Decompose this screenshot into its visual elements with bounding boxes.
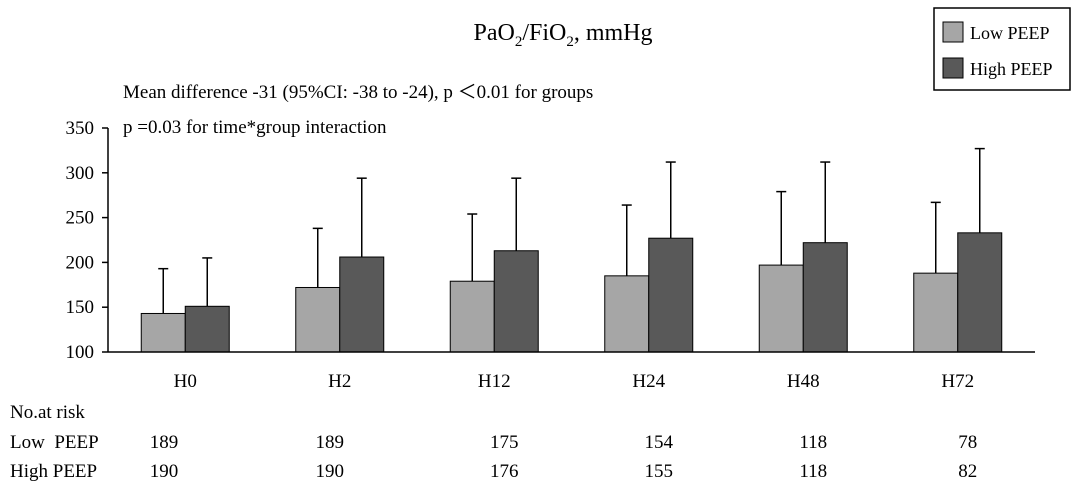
bar-high-peep-h0 xyxy=(184,305,230,353)
risk-value: 118 xyxy=(799,461,827,482)
risk-value: 155 xyxy=(645,461,674,482)
annotation-group-difference: Mean difference -31 (95%CI: -38 to -24),… xyxy=(123,82,593,103)
y-tick-label: 100 xyxy=(66,342,95,363)
risk-row-label-high-peep: High PEEP xyxy=(10,461,97,482)
risk-row-label-low-peep: Low PEEP xyxy=(10,432,99,453)
bar-high-peep-h2 xyxy=(339,256,385,353)
y-tick-label: 150 xyxy=(66,297,95,318)
risk-value: 175 xyxy=(490,432,519,453)
bar-low-peep-h0 xyxy=(140,312,186,353)
risk-value: 190 xyxy=(316,461,345,482)
bar-low-peep-h12 xyxy=(449,280,495,353)
bar-low-peep-h2 xyxy=(295,286,341,353)
y-tick-label: 250 xyxy=(66,208,95,229)
bar-high-peep-h24 xyxy=(648,237,694,353)
x-tick-label-h12: H12 xyxy=(478,371,511,392)
risk-value: 189 xyxy=(316,432,345,453)
x-tick-label-h0: H0 xyxy=(174,371,197,392)
risk-value: 190 xyxy=(150,461,179,482)
risk-value: 154 xyxy=(645,432,674,453)
bar-high-peep-h48 xyxy=(802,242,848,353)
chart-title: PaO2/FiO2, mmHg xyxy=(473,20,652,50)
risk-value: 118 xyxy=(799,432,827,453)
annotation-interaction: p =0.03 for time*group interaction xyxy=(123,117,387,138)
bar-low-peep-h72 xyxy=(913,272,959,353)
x-tick-label-h72: H72 xyxy=(941,371,974,392)
risk-table-header: No.at risk xyxy=(10,402,85,423)
legend-label-low-peep: Low PEEP xyxy=(970,23,1050,43)
legend: Low PEEP High PEEP xyxy=(933,7,1071,91)
y-tick-label: 200 xyxy=(66,252,95,273)
legend-label-high-peep: High PEEP xyxy=(970,59,1053,79)
risk-value: 189 xyxy=(150,432,179,453)
bars xyxy=(140,147,1003,353)
risk-table: No.at risk Low PEEP High PEEP 189 189 175 1… xyxy=(10,402,977,482)
risk-value: 82 xyxy=(958,461,977,482)
risk-table-values: 189 189 175 154 118 78 190 190 176 155 118 82 xyxy=(150,432,978,482)
y-tick-label: 350 xyxy=(66,118,95,139)
bar-high-peep-h12 xyxy=(493,250,539,353)
x-tick-label-h24: H24 xyxy=(632,371,665,392)
y-tick-label: 300 xyxy=(66,163,95,184)
x-axis-labels: H0 H2 H12 H24 H48 H72 xyxy=(174,371,974,392)
bar-low-peep-h24 xyxy=(604,275,650,353)
bar-high-peep-h72 xyxy=(957,232,1003,353)
legend-swatch-low-peep xyxy=(942,21,964,43)
risk-value: 78 xyxy=(958,432,977,453)
x-tick-label-h48: H48 xyxy=(787,371,820,392)
legend-swatch-high-peep xyxy=(942,57,964,79)
y-axis: 100 150 200 250 300 350 xyxy=(66,118,109,363)
x-tick-label-h2: H2 xyxy=(328,371,351,392)
risk-value: 176 xyxy=(490,461,519,482)
bar-low-peep-h48 xyxy=(758,264,804,353)
